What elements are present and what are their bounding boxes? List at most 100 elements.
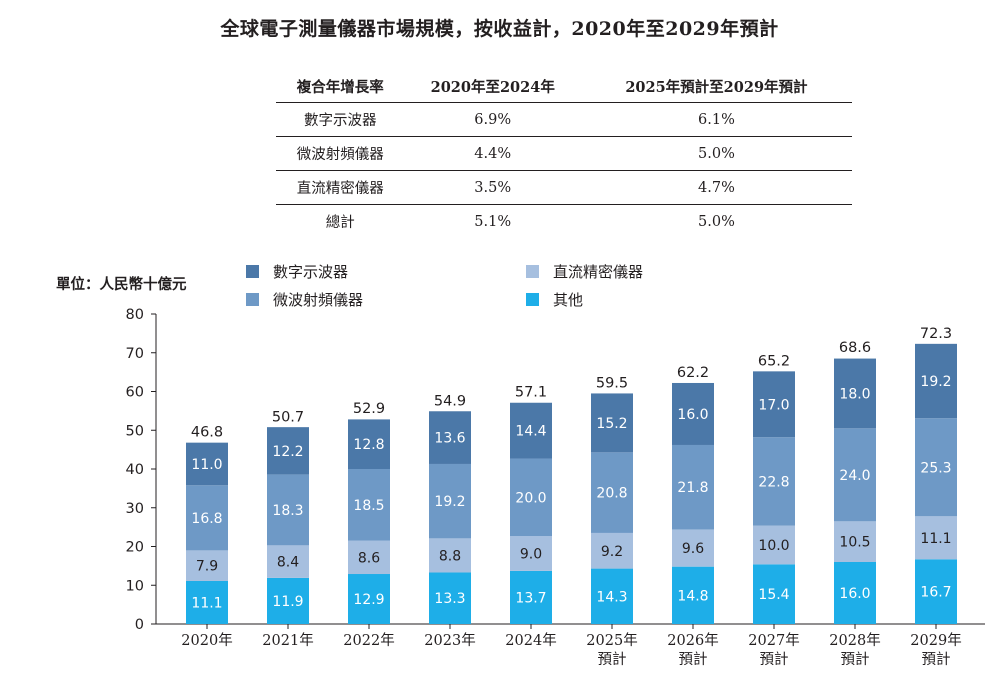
x-tick-label: 2028年 xyxy=(829,632,880,649)
x-tick-label: 2022年 xyxy=(343,632,394,649)
bar-segment xyxy=(267,545,309,578)
x-tick-label: 2024年 xyxy=(505,632,556,649)
bar-segment xyxy=(348,419,390,469)
cagr-row: 直流精密儀器 3.5% 4.7% xyxy=(276,170,852,205)
bar-segment-label: 20.0 xyxy=(515,490,546,506)
bar-segment xyxy=(591,568,633,624)
cagr-row-value: 3.5% xyxy=(404,170,581,205)
bar-segment-label: 9.6 xyxy=(682,541,704,557)
bar-segment-label: 8.8 xyxy=(439,548,461,564)
bar-segment-label: 8.6 xyxy=(358,550,380,566)
bar-segment-label: 17.0 xyxy=(758,397,789,413)
x-tick-label: 2026年 xyxy=(667,632,718,649)
cagr-row-value: 6.1% xyxy=(580,102,852,137)
legend-item-oscilloscope: 數字示波器 xyxy=(246,261,348,282)
bar-segment xyxy=(834,358,876,429)
cagr-row-label: 總計 xyxy=(325,215,355,231)
legend-item-microwave: 微波射頻儀器 xyxy=(246,289,363,310)
bar-segment-label: 15.2 xyxy=(596,416,627,432)
y-tick-label: 60 xyxy=(126,385,144,401)
cagr-row-value: 4.7% xyxy=(580,170,852,205)
x-tick-label: 2029年 xyxy=(910,632,961,649)
bar-segment xyxy=(186,550,228,581)
bar-segment xyxy=(429,463,471,539)
bar-segment-label: 11.1 xyxy=(920,531,951,547)
cagr-row: 總計 5.1% 5.0% xyxy=(276,205,852,239)
legend-label: 其他 xyxy=(553,291,584,309)
cagr-header-label: 複合年增長率 xyxy=(276,70,405,103)
bar-segment-label: 15.4 xyxy=(758,587,789,603)
bar-segment-label: 12.2 xyxy=(272,444,303,460)
bar-total-label: 54.9 xyxy=(434,393,466,409)
bar-segment-label: 24.0 xyxy=(839,468,870,484)
bar-segment xyxy=(348,469,390,541)
bar-segment xyxy=(591,393,633,453)
bar-segment-label: 11.9 xyxy=(272,594,303,610)
x-tick-label: 預計 xyxy=(841,651,870,668)
bar-segment xyxy=(753,564,795,624)
bar-segment xyxy=(510,458,552,537)
bar-segment xyxy=(429,538,471,573)
bar-segment-label: 25.3 xyxy=(920,460,951,476)
cagr-row-value: 6.9% xyxy=(404,102,581,137)
bar-segment-label: 16.7 xyxy=(920,585,951,601)
bar-segment-label: 11.1 xyxy=(191,595,222,611)
bar-segment xyxy=(510,536,552,571)
bar-segment xyxy=(915,343,957,419)
cagr-row-label: 數字示波器 xyxy=(276,102,405,137)
bar-segment xyxy=(510,402,552,459)
legend-label: 微波射頻儀器 xyxy=(273,291,364,309)
bar-segment-label: 10.5 xyxy=(839,535,870,551)
legend-item-dc: 直流精密儀器 xyxy=(526,261,643,282)
legend-swatch-other xyxy=(526,293,539,306)
bar-segment-label: 14.8 xyxy=(677,588,708,604)
bar-segment xyxy=(267,427,309,475)
bar-segment-label: 22.8 xyxy=(758,474,789,490)
bar-segment-label: 18.0 xyxy=(839,386,870,402)
y-tick-label: 80 xyxy=(126,307,144,323)
bar-segment xyxy=(591,452,633,533)
bar-segment xyxy=(834,521,876,562)
bar-total-label: 65.2 xyxy=(758,353,790,369)
bar-segment xyxy=(186,485,228,551)
cagr-row-label: 直流精密儀器 xyxy=(276,170,405,205)
bar-segment-label: 16.8 xyxy=(191,511,222,527)
cagr-row-label: 微波射頻儀器 xyxy=(276,136,405,171)
bar-total-label: 72.3 xyxy=(920,326,952,342)
bar-segment xyxy=(267,474,309,546)
legend-item-other: 其他 xyxy=(526,289,583,310)
bar-segment xyxy=(753,437,795,526)
x-tick-label: 預計 xyxy=(598,651,627,668)
bar-segment-label: 20.8 xyxy=(596,486,627,502)
bar-segment xyxy=(672,382,714,445)
bar-segment-label: 7.9 xyxy=(196,559,218,575)
bar-segment-label: 16.0 xyxy=(677,407,708,423)
y-tick-label: 20 xyxy=(126,540,144,556)
legend-label: 數字示波器 xyxy=(273,263,349,281)
y-tick-label: 0 xyxy=(135,617,144,633)
bar-segment xyxy=(267,577,309,624)
bar-segment xyxy=(834,562,876,624)
bar-segment-label: 9.0 xyxy=(520,546,542,562)
bar-segment-label: 14.3 xyxy=(596,589,627,605)
y-tick-label: 10 xyxy=(126,578,144,594)
bar-segment xyxy=(348,574,390,624)
bar-segment-label: 9.2 xyxy=(601,544,623,560)
bar-segment-label: 18.3 xyxy=(272,503,303,519)
cagr-header-period1: 2020年至2024年 xyxy=(404,70,581,103)
bar-segment-label: 13.7 xyxy=(515,590,546,606)
bar-segment xyxy=(915,516,957,560)
bar-segment xyxy=(429,411,471,464)
bar-segment xyxy=(186,442,228,486)
bar-segment-label: 14.4 xyxy=(515,424,546,440)
bar-segment-label: 19.2 xyxy=(920,374,951,390)
cagr-table: 複合年增長率 2020年至2024年 2025年預計至2029年預計 數字示波器… xyxy=(276,70,852,238)
cagr-header-period2: 2025年預計至2029年預計 xyxy=(580,70,852,103)
x-tick-label: 2025年 xyxy=(586,632,637,649)
bar-total-label: 46.8 xyxy=(191,425,223,441)
legend-swatch-oscilloscope xyxy=(246,265,259,278)
x-tick-label: 2027年 xyxy=(748,632,799,649)
bar-segment-label: 13.6 xyxy=(434,431,465,447)
cagr-row-value: 4.4% xyxy=(404,136,581,171)
x-tick-label: 2021年 xyxy=(262,632,313,649)
